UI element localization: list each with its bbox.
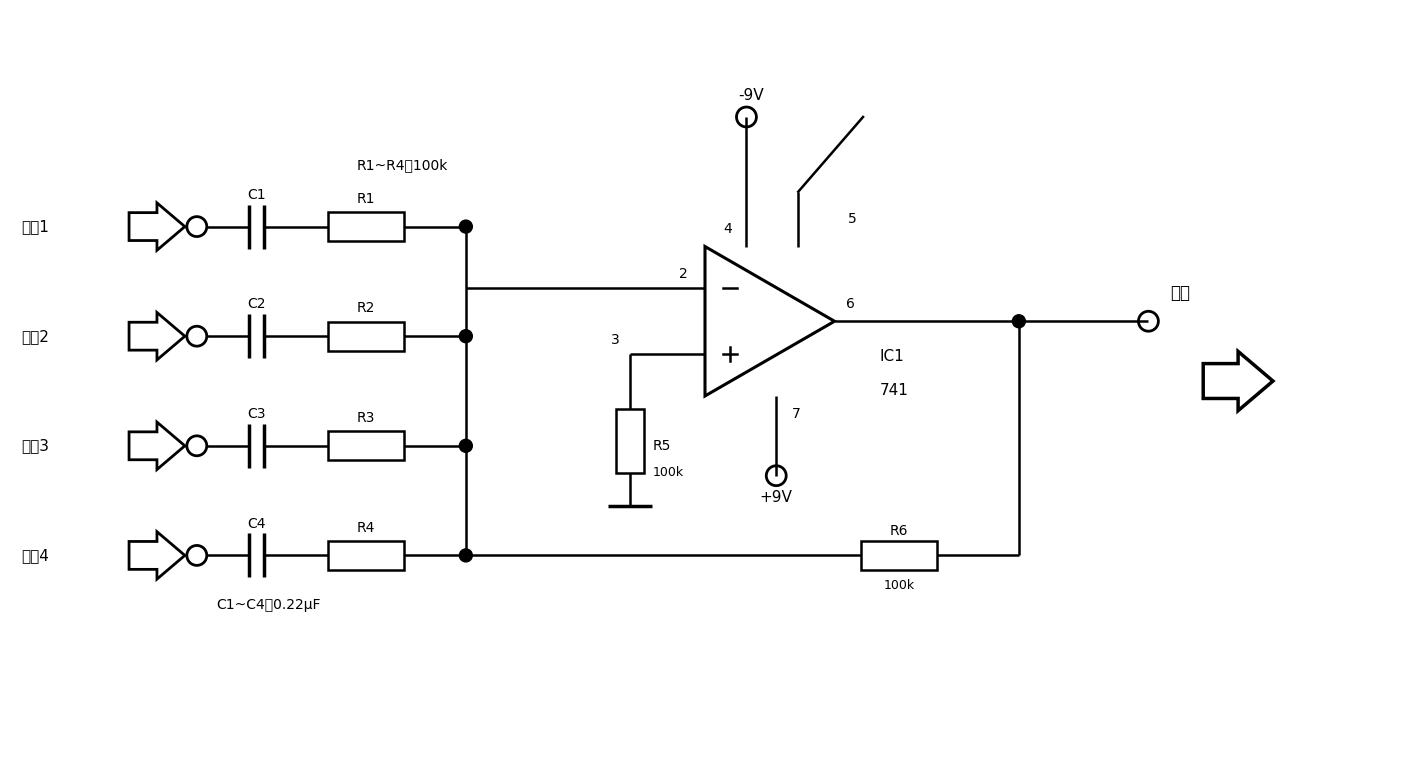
Circle shape bbox=[459, 220, 472, 233]
Text: C4: C4 bbox=[248, 516, 266, 530]
Text: 输入3: 输入3 bbox=[21, 438, 49, 453]
Text: 100k: 100k bbox=[652, 466, 683, 480]
Bar bbox=[328, 541, 404, 570]
Circle shape bbox=[459, 440, 472, 452]
Text: R3: R3 bbox=[356, 411, 375, 425]
Text: C1~C4：0.22μF: C1~C4：0.22μF bbox=[217, 598, 321, 612]
Text: 4: 4 bbox=[724, 222, 733, 236]
Bar bbox=[861, 541, 937, 570]
Polygon shape bbox=[1203, 351, 1272, 411]
Circle shape bbox=[1013, 315, 1026, 328]
Text: 输入2: 输入2 bbox=[21, 329, 49, 344]
Bar bbox=[328, 431, 404, 460]
Text: IC1: IC1 bbox=[879, 348, 905, 364]
Text: R6: R6 bbox=[890, 523, 909, 537]
Bar bbox=[328, 322, 404, 351]
Text: 输出: 输出 bbox=[1171, 284, 1191, 302]
Bar bbox=[616, 409, 644, 473]
Text: C2: C2 bbox=[248, 298, 266, 312]
Text: R4: R4 bbox=[356, 520, 375, 534]
Polygon shape bbox=[130, 532, 185, 580]
Text: R5: R5 bbox=[652, 439, 671, 453]
Text: 5: 5 bbox=[848, 212, 857, 226]
Polygon shape bbox=[130, 312, 185, 360]
Text: R1: R1 bbox=[356, 191, 375, 205]
Bar bbox=[328, 212, 404, 241]
Polygon shape bbox=[130, 203, 185, 250]
Polygon shape bbox=[130, 422, 185, 469]
Text: R1~R4：100k: R1~R4：100k bbox=[356, 158, 448, 172]
Text: 6: 6 bbox=[847, 298, 855, 312]
Text: C3: C3 bbox=[248, 407, 266, 421]
Text: 100k: 100k bbox=[883, 579, 914, 592]
Text: 2: 2 bbox=[679, 267, 688, 281]
Text: 输入1: 输入1 bbox=[21, 219, 49, 234]
Text: 7: 7 bbox=[792, 407, 800, 421]
Text: -9V: -9V bbox=[738, 87, 764, 102]
Text: 3: 3 bbox=[612, 333, 620, 348]
Text: C1: C1 bbox=[248, 187, 266, 201]
Text: R2: R2 bbox=[356, 301, 375, 316]
Polygon shape bbox=[704, 247, 834, 396]
Text: 741: 741 bbox=[879, 383, 909, 398]
Text: +9V: +9V bbox=[759, 490, 793, 505]
Circle shape bbox=[459, 330, 472, 343]
Text: 输入4: 输入4 bbox=[21, 548, 49, 563]
Circle shape bbox=[459, 549, 472, 562]
